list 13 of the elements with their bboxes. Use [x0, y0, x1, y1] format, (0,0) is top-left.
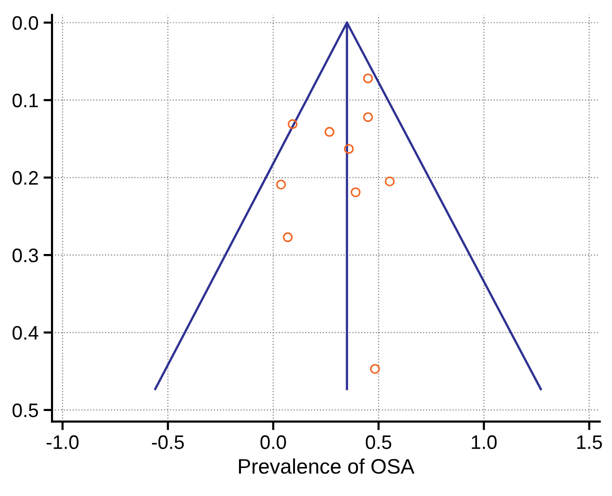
y-tick-label: 0.3 [12, 248, 38, 262]
y-tick-label: 0.4 [12, 326, 38, 340]
x-tick-label: -1.0 [46, 435, 79, 450]
x-axis-title: Prevalence of OSA [239, 458, 414, 474]
y-tick-label: 0.0 [12, 16, 38, 30]
x-tick-label: 1.0 [472, 435, 497, 450]
y-tick-label: 0.2 [12, 171, 38, 185]
y-tick-label: 0.1 [12, 94, 38, 108]
x-tick-label: 0.5 [366, 435, 392, 450]
x-tick-label: 0.0 [260, 435, 286, 450]
y-tick-label: 0.5 [12, 403, 38, 418]
x-tick-label: 1.5 [577, 436, 602, 450]
x-tick-label: -0.5 [152, 435, 184, 450]
